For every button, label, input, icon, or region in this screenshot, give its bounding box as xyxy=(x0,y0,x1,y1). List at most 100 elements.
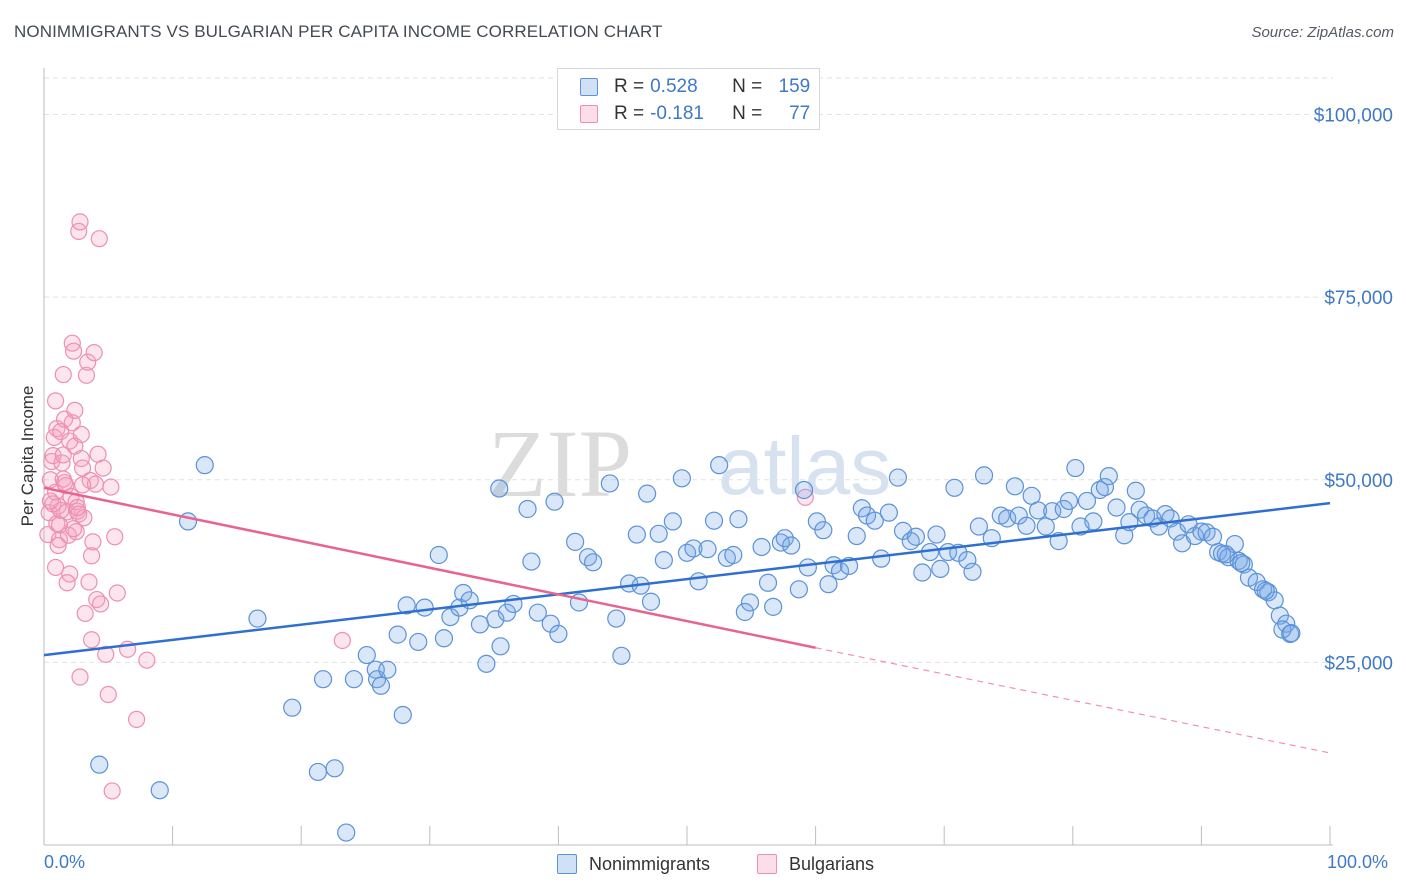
data-point-nonimmigrants xyxy=(491,637,510,656)
data-point-bulgarians xyxy=(58,574,76,592)
data-point-bulgarians xyxy=(41,492,60,510)
stats-legend: R = 0.528 N = 159 R = -0.181 N = 77 xyxy=(557,68,820,130)
data-point-nonimmigrants xyxy=(337,823,356,842)
data-point-bulgarians xyxy=(102,478,120,496)
data-point-nonimmigrants xyxy=(612,646,631,665)
data-point-nonimmigrants xyxy=(969,517,989,536)
data-point-nonimmigrants xyxy=(830,561,850,581)
source-credit: Source: ZipAtlas.com xyxy=(1251,24,1394,41)
data-point-nonimmigrants xyxy=(1005,477,1025,496)
data-point-bulgarians xyxy=(333,631,351,650)
data-point-nonimmigrants xyxy=(283,698,302,717)
data-point-bulgarians xyxy=(72,425,90,444)
legend-r-label: R = xyxy=(614,76,645,97)
data-point-bulgarians xyxy=(90,230,108,248)
data-point-nonimmigrants xyxy=(429,545,448,565)
data-point-bulgarians xyxy=(73,459,92,477)
data-point-nonimmigrants xyxy=(409,632,428,652)
legend-n-label: N = xyxy=(732,103,763,124)
data-point-nonimmigrants xyxy=(819,575,838,594)
data-point-nonimmigrants xyxy=(704,511,724,530)
data-point-nonimmigrants xyxy=(879,503,899,522)
data-point-nonimmigrants xyxy=(735,602,754,622)
data-point-bulgarians xyxy=(106,528,124,546)
data-point-nonimmigrants xyxy=(689,572,708,591)
data-point-nonimmigrants xyxy=(1099,467,1118,486)
data-point-bulgarians xyxy=(108,584,126,602)
data-point-nonimmigrants xyxy=(1036,517,1055,536)
data-point-nonimmigrants xyxy=(847,526,866,546)
data-point-bulgarians xyxy=(85,344,103,362)
data-point-nonimmigrants xyxy=(764,597,783,616)
data-point-nonimmigrants xyxy=(397,596,416,615)
data-point-nonimmigrants xyxy=(90,755,109,774)
data-point-nonimmigrants xyxy=(1107,498,1126,517)
data-point-nonimmigrants xyxy=(490,479,509,498)
data-point-nonimmigrants xyxy=(729,510,748,529)
data-point-nonimmigrants xyxy=(698,540,717,559)
data-point-bulgarians xyxy=(54,365,72,384)
data-point-nonimmigrants xyxy=(789,580,808,599)
data-point-nonimmigrants xyxy=(578,548,598,567)
data-point-nonimmigrants xyxy=(865,511,884,530)
data-point-bulgarians xyxy=(50,531,69,549)
data-point-bulgarians xyxy=(44,495,62,513)
bottom-legend-swatch-blue xyxy=(557,854,577,874)
data-point-nonimmigrants xyxy=(1017,516,1036,535)
data-point-nonimmigrants xyxy=(528,603,547,622)
data-point-nonimmigrants xyxy=(684,539,703,558)
data-point-nonimmigrants xyxy=(357,645,376,665)
data-point-nonimmigrants xyxy=(1009,506,1028,525)
data-point-nonimmigrants xyxy=(248,609,267,628)
data-point-nonimmigrants xyxy=(607,609,626,628)
data-point-nonimmigrants xyxy=(710,456,729,475)
data-point-nonimmigrants xyxy=(758,573,778,592)
data-point-bulgarians xyxy=(82,631,101,649)
data-point-bulgarians xyxy=(64,520,83,538)
data-point-nonimmigrants xyxy=(486,610,505,629)
data-point-nonimmigrants xyxy=(1059,491,1079,511)
bottom-legend-nonimmigrants: Nonimmigrants xyxy=(557,852,710,876)
legend-swatch-blue xyxy=(580,78,598,96)
data-point-nonimmigrants xyxy=(415,598,434,617)
data-point-nonimmigrants xyxy=(454,583,473,603)
y-tick-label: $75,000 xyxy=(1324,288,1393,309)
data-point-nonimmigrants xyxy=(566,532,585,551)
data-point-nonimmigrants xyxy=(1232,553,1251,573)
trend-line-bulgarians-extension xyxy=(815,647,1331,754)
data-point-nonimmigrants xyxy=(998,509,1017,528)
data-point-nonimmigrants xyxy=(945,478,964,497)
data-point-nonimmigrants xyxy=(1273,620,1292,639)
data-point-nonimmigrants xyxy=(150,781,169,800)
data-point-bulgarians xyxy=(79,353,97,371)
data-point-nonimmigrants xyxy=(325,759,344,778)
legend-n-label: N = xyxy=(732,76,763,97)
data-point-bulgarians xyxy=(49,536,67,555)
legend-n-value: 77 xyxy=(789,103,811,124)
data-point-nonimmigrants xyxy=(620,574,639,593)
data-point-nonimmigrants xyxy=(344,670,364,689)
data-point-bulgarians xyxy=(138,651,156,669)
data-point-nonimmigrants xyxy=(1256,581,1275,600)
data-point-nonimmigrants xyxy=(1216,545,1235,564)
data-point-nonimmigrants xyxy=(672,469,691,488)
data-point-bulgarians xyxy=(66,401,84,419)
data-point-bulgarians xyxy=(127,710,146,728)
data-point-nonimmigrants xyxy=(388,625,407,644)
data-point-bulgarians xyxy=(68,498,87,517)
data-point-nonimmigrants xyxy=(541,614,560,633)
data-point-nonimmigrants xyxy=(724,545,743,565)
legend-swatch-pink xyxy=(580,105,598,123)
data-point-nonimmigrants xyxy=(974,466,994,485)
legend-row-bulgarians: R = -0.181 N = 77 xyxy=(580,102,810,126)
data-point-nonimmigrants xyxy=(1084,512,1103,531)
data-point-nonimmigrants xyxy=(931,559,950,578)
data-point-bulgarians xyxy=(55,474,74,492)
y-tick-label: $100,000 xyxy=(1314,106,1393,127)
bottom-legend-label: Nonimmigrants xyxy=(589,853,711,874)
data-point-bulgarians xyxy=(71,213,89,231)
data-point-nonimmigrants xyxy=(545,492,564,511)
data-point-nonimmigrants xyxy=(371,676,391,695)
data-point-bulgarians xyxy=(82,547,101,565)
data-point-bulgarians xyxy=(99,685,117,704)
